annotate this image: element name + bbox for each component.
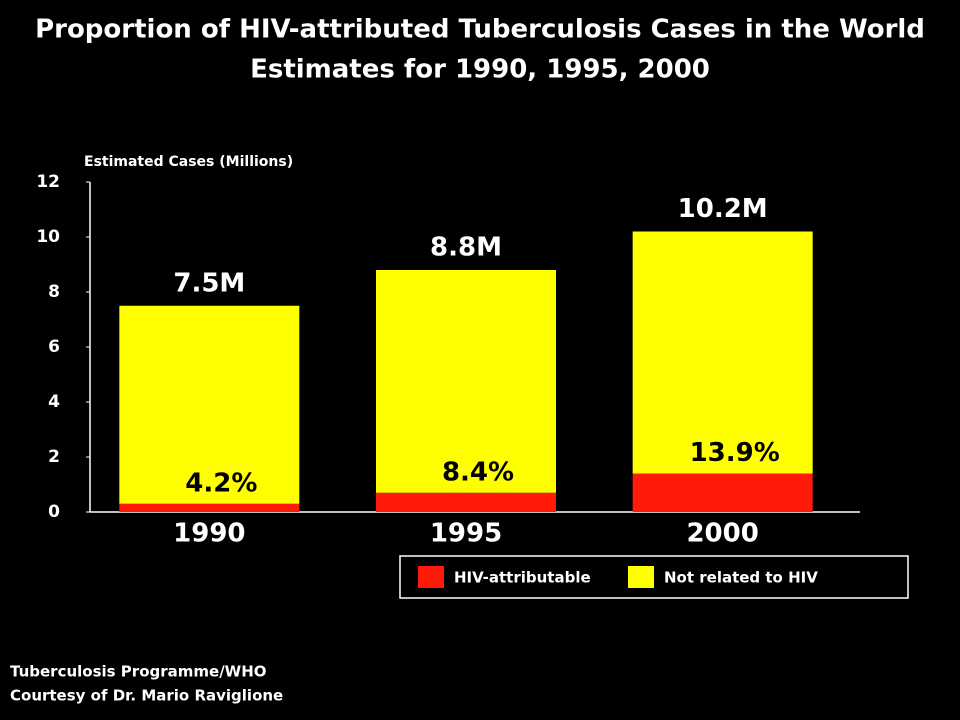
y-tick-label: 6 xyxy=(48,337,60,357)
bar-segment xyxy=(632,473,813,512)
source-line: Tuberculosis Programme/WHO xyxy=(10,663,267,681)
chart-subtitle: Estimates for 1990, 1995, 2000 xyxy=(250,55,710,85)
source-line: Courtesy of Dr. Mario Raviglione xyxy=(10,687,283,705)
x-tick-label: 2000 xyxy=(686,519,758,549)
x-tick-label: 1995 xyxy=(430,519,502,549)
share-label: 4.2% xyxy=(185,468,257,498)
total-label: 8.8M xyxy=(430,233,502,263)
bar-segment xyxy=(119,503,300,512)
total-label: 10.2M xyxy=(678,194,768,224)
bar-segment xyxy=(376,270,556,493)
y-axis-label: Estimated Cases (Millions) xyxy=(84,154,293,170)
y-tick-label: 8 xyxy=(48,282,60,302)
y-tick-label: 10 xyxy=(36,227,60,247)
x-tick-label: 1990 xyxy=(173,519,245,549)
total-label: 7.5M xyxy=(173,268,245,298)
bar-segment xyxy=(632,231,813,474)
chart-title: Proportion of HIV-attributed Tuberculosi… xyxy=(35,15,925,45)
share-label: 8.4% xyxy=(442,457,514,487)
bar-segment xyxy=(376,492,556,512)
bar-segment xyxy=(119,305,300,504)
share-label: 13.9% xyxy=(690,438,780,468)
legend-swatch xyxy=(418,566,444,588)
y-tick-label: 0 xyxy=(48,502,60,522)
y-tick-label: 12 xyxy=(36,172,60,192)
y-tick-label: 4 xyxy=(48,392,60,412)
legend-label: Not related to HIV xyxy=(664,569,818,587)
legend-label: HIV-attributable xyxy=(454,569,591,587)
legend-swatch xyxy=(628,566,654,588)
y-tick-label: 2 xyxy=(48,447,60,467)
